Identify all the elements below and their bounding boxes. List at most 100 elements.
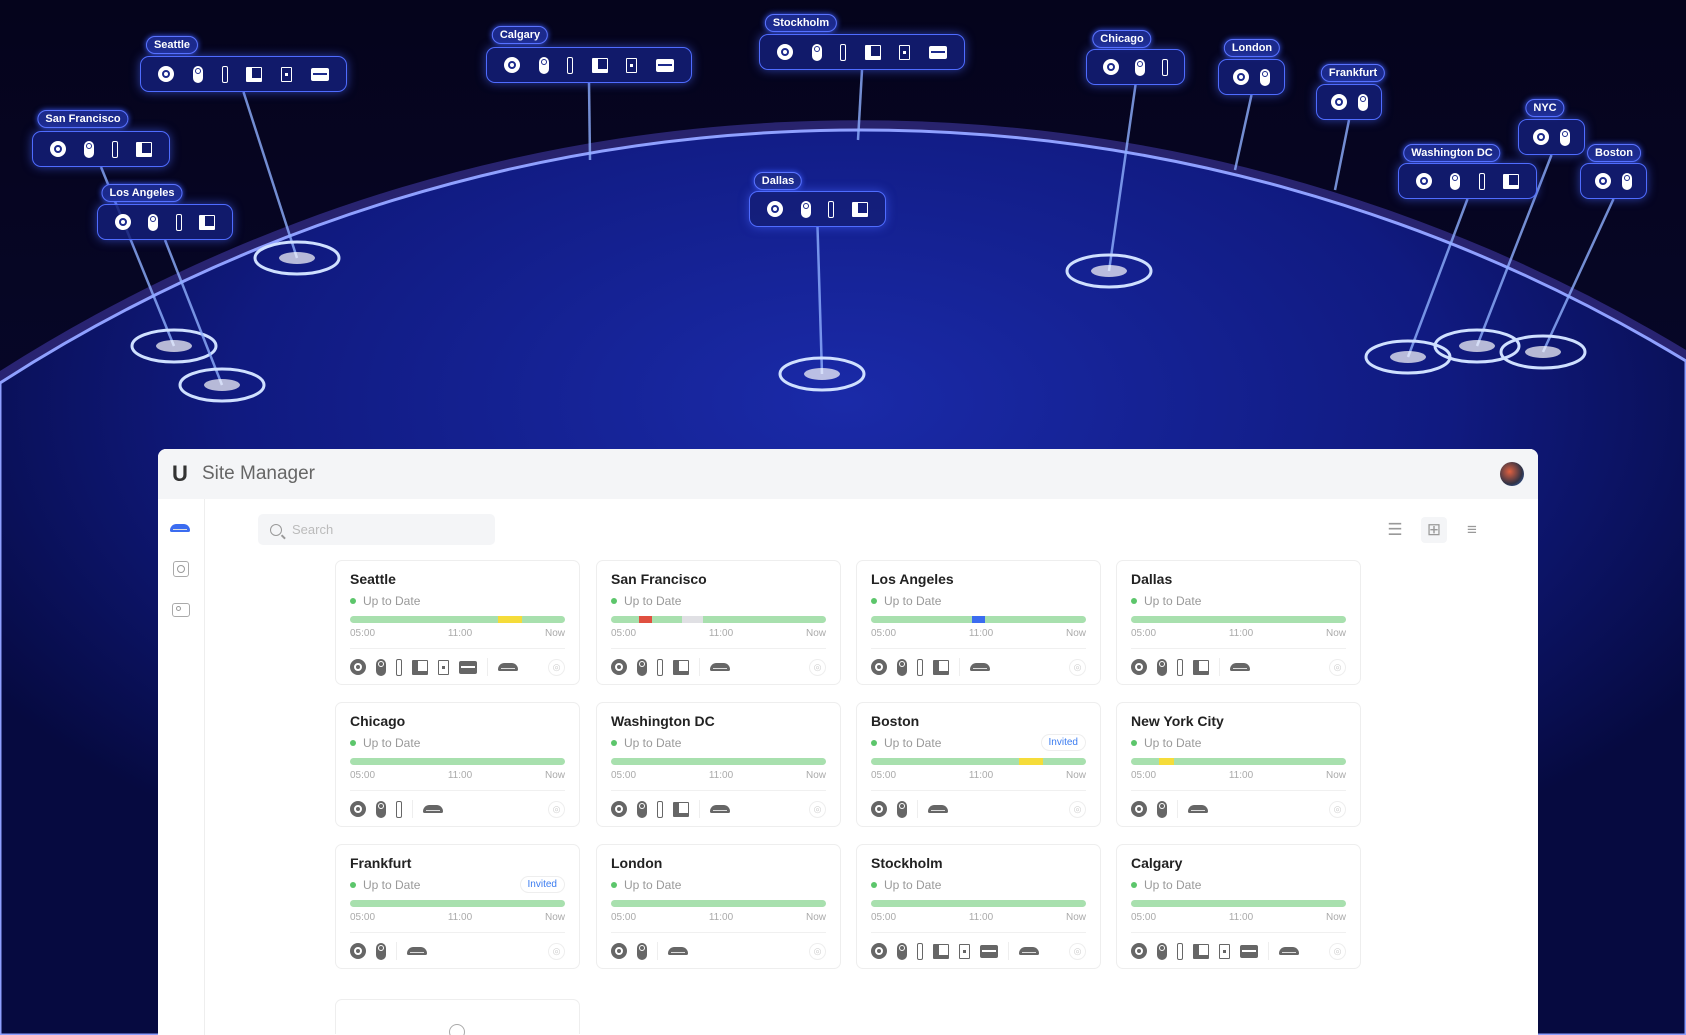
status-dot xyxy=(871,882,877,888)
time-start: 05:00 xyxy=(871,912,897,923)
time-mid: 11:00 xyxy=(968,912,994,923)
support-icon[interactable]: ◎ xyxy=(809,801,826,818)
site-card[interactable]: New York City Up to Date 05:00 11:00 Now ◎ xyxy=(1116,702,1361,827)
site-ring-glow xyxy=(279,252,315,264)
time-start: 05:00 xyxy=(871,770,897,781)
bullet-icon xyxy=(637,942,647,960)
sidebar-item-gateways[interactable] xyxy=(170,519,192,537)
time-start: 05:00 xyxy=(611,628,637,639)
site-card[interactable]: Los Angeles Up to Date 05:00 11:00 Now ◎ xyxy=(856,560,1101,685)
avatar[interactable] xyxy=(1500,462,1524,486)
reader-icon xyxy=(933,943,949,959)
doorbell-icon xyxy=(221,65,228,83)
site-ring-glow xyxy=(1525,346,1561,358)
add-icon xyxy=(449,1024,465,1035)
site-name: Los Angeles xyxy=(871,571,954,587)
gateway-icon xyxy=(498,663,518,671)
sidebar-item-protect[interactable] xyxy=(172,603,190,617)
reader-icon xyxy=(673,659,689,675)
support-icon[interactable]: ◎ xyxy=(548,801,565,818)
status-text: Up to Date xyxy=(363,736,421,750)
time-start: 05:00 xyxy=(611,912,637,923)
sidebar-item-network[interactable] xyxy=(173,561,189,577)
globe-device-strip xyxy=(1218,59,1285,95)
device-list xyxy=(1131,797,1208,821)
search-input[interactable]: Search xyxy=(258,514,495,545)
doorbell-icon xyxy=(1177,658,1183,676)
globe-device-strip xyxy=(1086,49,1185,85)
list-view-button[interactable]: ☰ xyxy=(1382,517,1408,543)
gateway-icon xyxy=(1188,805,1208,813)
site-card[interactable]: Calgary Up to Date 05:00 11:00 Now ◎ xyxy=(1116,844,1361,969)
status-dot xyxy=(350,740,356,746)
separator xyxy=(1219,658,1220,676)
site-card[interactable]: Washington DC Up to Date 05:00 11:00 Now ◎ xyxy=(596,702,841,827)
status-text: Up to Date xyxy=(1144,594,1202,608)
bullet-icon xyxy=(897,942,907,960)
site-card[interactable]: San Francisco Up to Date 05:00 11:00 Now ◎ xyxy=(596,560,841,685)
dome-icon xyxy=(158,66,175,82)
divider xyxy=(350,790,565,791)
support-icon[interactable]: ◎ xyxy=(548,943,565,960)
separator xyxy=(1008,942,1009,960)
globe-device-strip xyxy=(97,204,233,240)
status-segment-error xyxy=(638,616,652,623)
device-list xyxy=(611,939,688,963)
site-beam xyxy=(1333,119,1351,191)
time-axis: 05:00 11:00 Now xyxy=(350,912,565,923)
bullet-icon xyxy=(192,65,203,83)
site-beam xyxy=(163,239,224,386)
globe-device-strip xyxy=(1580,163,1647,199)
support-icon[interactable]: ◎ xyxy=(809,943,826,960)
device-list xyxy=(611,797,730,821)
site-card[interactable]: London Up to Date 05:00 11:00 Now ◎ xyxy=(596,844,841,969)
doorbell-icon xyxy=(1177,942,1183,960)
reader-icon xyxy=(933,659,949,675)
globe-device-strip xyxy=(759,34,965,70)
doorbell-icon xyxy=(396,658,402,676)
reader-icon xyxy=(412,659,428,675)
site-name: Stockholm xyxy=(871,855,943,871)
site-card[interactable]: Chicago Up to Date 05:00 11:00 Now ◎ xyxy=(335,702,580,827)
grid-view-button[interactable]: ⊞ xyxy=(1421,517,1447,543)
nvr-icon xyxy=(310,67,329,81)
add-site-card[interactable] xyxy=(335,999,580,1035)
support-icon[interactable]: ◎ xyxy=(809,659,826,676)
bullet-icon xyxy=(897,658,907,676)
site-name: Frankfurt xyxy=(350,855,412,871)
bullet-icon xyxy=(1260,68,1271,86)
site-card[interactable]: Seattle Up to Date 05:00 11:00 Now ◎ xyxy=(335,560,580,685)
status-segment-warn xyxy=(1158,758,1174,765)
support-icon[interactable]: ◎ xyxy=(1069,659,1086,676)
site-card[interactable]: Frankfurt Up to Date Invited 05:00 11:00 N… xyxy=(335,844,580,969)
status-text: Up to Date xyxy=(624,736,682,750)
support-icon[interactable]: ◎ xyxy=(1069,943,1086,960)
support-icon[interactable]: ◎ xyxy=(1329,659,1346,676)
time-now: Now xyxy=(1065,628,1086,639)
time-mid: 11:00 xyxy=(1228,628,1254,639)
doorbell-icon xyxy=(112,140,118,158)
site-card[interactable]: Dallas Up to Date 05:00 11:00 Now ◎ xyxy=(1116,560,1361,685)
intercom-icon xyxy=(438,659,449,675)
intercom-icon xyxy=(626,57,638,73)
site-name: Dallas xyxy=(1131,571,1173,587)
support-icon[interactable]: ◎ xyxy=(1069,801,1086,818)
device-list xyxy=(350,655,518,679)
site-name: London xyxy=(611,855,663,871)
support-icon[interactable]: ◎ xyxy=(548,659,565,676)
site-name: New York City xyxy=(1131,713,1224,729)
uptime-bar xyxy=(611,616,826,623)
site-card[interactable]: Stockholm Up to Date 05:00 11:00 Now ◎ xyxy=(856,844,1101,969)
uptime-bar xyxy=(350,758,565,765)
search-icon xyxy=(270,523,282,536)
support-icon[interactable]: ◎ xyxy=(1329,943,1346,960)
device-list xyxy=(871,797,948,821)
site-card[interactable]: Boston Up to Date Invited 05:00 11:00 Now … xyxy=(856,702,1101,827)
time-mid: 11:00 xyxy=(1228,770,1254,781)
nvr-icon xyxy=(459,660,477,674)
reader-icon xyxy=(1502,173,1519,189)
site-beam xyxy=(1233,94,1253,171)
support-icon[interactable]: ◎ xyxy=(1329,801,1346,818)
filter-button[interactable]: ≡ xyxy=(1459,517,1485,543)
site-name: Seattle xyxy=(350,571,396,587)
